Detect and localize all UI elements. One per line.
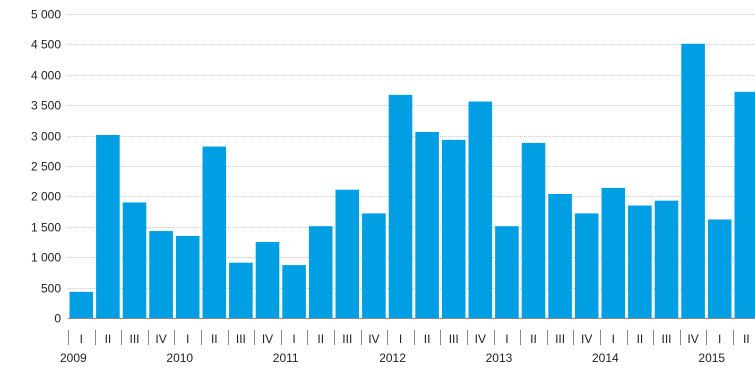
x-tick-label: IV — [262, 332, 273, 346]
y-tick-label: 1 500 — [31, 221, 61, 235]
bar — [149, 231, 173, 318]
year-labels: 2009 2010 2011 2012 2013 2014 2015 — [60, 351, 725, 365]
bar — [415, 131, 439, 318]
bar — [628, 205, 652, 318]
bar — [495, 226, 519, 318]
year-label: 2009 — [60, 351, 87, 365]
year-label: 2014 — [592, 351, 619, 365]
x-tick-label: I — [186, 332, 189, 346]
x-tick-label: I — [505, 332, 508, 346]
x-tick-label: II — [530, 332, 537, 346]
y-tick-label: 5 000 — [31, 8, 61, 22]
x-tick-label: III — [555, 332, 565, 346]
bar — [202, 146, 227, 318]
y-tick-label: 1 000 — [31, 251, 61, 265]
y-tick-label: 2 500 — [31, 160, 61, 174]
bar — [681, 43, 705, 319]
x-tick-label: IV — [368, 332, 379, 346]
bar — [654, 200, 679, 318]
x-tick-label: III — [449, 332, 459, 346]
y-tick-label: 3 500 — [31, 99, 61, 113]
x-axis-ticks: I II III IV I II III IV I II III IV I II III IV I II III IV… — [68, 330, 750, 346]
y-tick-label: 4 500 — [31, 38, 61, 52]
x-tick-label: I — [612, 332, 615, 346]
x-tick-label: I — [80, 332, 83, 346]
bar — [335, 189, 360, 318]
bar — [734, 91, 755, 318]
x-tick-label: I — [718, 332, 721, 346]
bar — [308, 226, 333, 318]
bar — [574, 213, 599, 318]
bar — [388, 94, 413, 318]
x-tick-label: IV — [155, 332, 166, 346]
x-tick-label: II — [317, 332, 324, 346]
bars — [69, 43, 755, 319]
x-tick-label: II — [743, 332, 750, 346]
x-tick-label: II — [424, 332, 431, 346]
x-tick-label: III — [236, 332, 246, 346]
bar — [122, 202, 147, 318]
y-tick-label: 2 000 — [31, 190, 61, 204]
x-tick-label: III — [661, 332, 671, 346]
bar — [255, 242, 280, 318]
y-tick-label: 3 000 — [31, 130, 61, 144]
x-tick-label: III — [342, 332, 352, 346]
bar — [362, 213, 386, 318]
year-label: 2010 — [166, 351, 193, 365]
year-label: 2011 — [273, 351, 299, 365]
x-tick-label: IV — [687, 332, 698, 346]
bar — [96, 134, 120, 318]
year-label: 2013 — [486, 351, 513, 365]
year-label: 2015 — [698, 351, 725, 365]
x-tick-label: IV — [581, 332, 592, 346]
x-tick-label: I — [292, 332, 295, 346]
bar — [707, 219, 732, 318]
x-tick-label: III — [129, 332, 139, 346]
bar — [441, 139, 466, 318]
x-tick-label: II — [211, 332, 218, 346]
bar — [548, 193, 572, 318]
bar — [468, 101, 493, 318]
bar — [175, 235, 200, 318]
year-label: 2012 — [379, 351, 406, 365]
y-tick-label: 500 — [41, 282, 61, 296]
y-tick-label: 0 — [54, 312, 61, 326]
x-tick-label: I — [399, 332, 402, 346]
bar — [229, 262, 253, 318]
bar — [521, 142, 546, 318]
bar — [282, 265, 306, 318]
x-tick-label: II — [105, 332, 112, 346]
x-tick-label: II — [637, 332, 644, 346]
y-tick-label: 4 000 — [31, 69, 61, 83]
y-axis-tick-labels: 0 500 1 000 1 500 2 000 2 500 3 000 3 500 4 000 4… — [31, 8, 61, 326]
x-tick-label: IV — [475, 332, 486, 346]
bar — [69, 291, 94, 318]
bar — [601, 187, 626, 318]
